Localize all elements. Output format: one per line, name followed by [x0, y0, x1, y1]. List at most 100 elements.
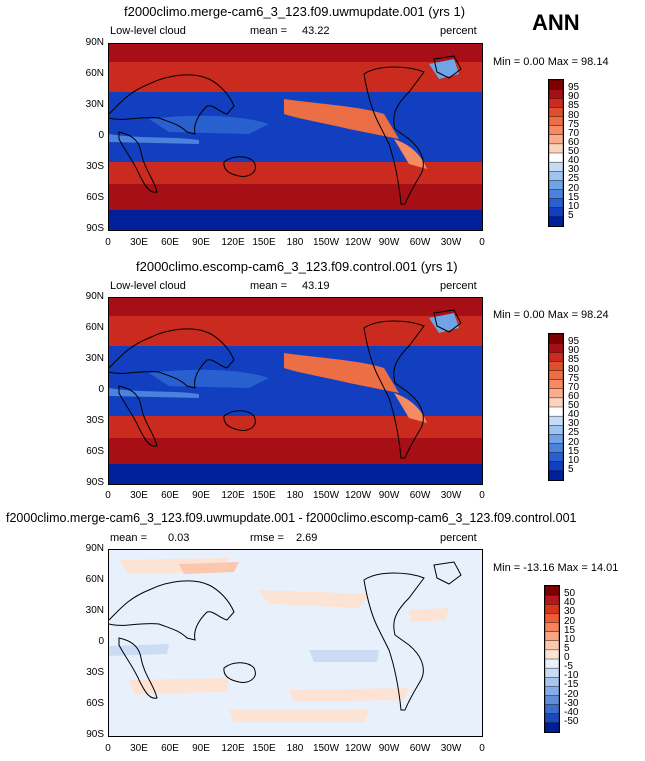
lat-tick: 60S	[86, 698, 104, 709]
colorbar-label: -30	[564, 697, 579, 709]
lon-tick: 0	[105, 490, 111, 501]
colorbar-swatch	[545, 686, 559, 697]
colorbar-label: -20	[564, 688, 579, 700]
panel3-rmse-label: rmse =	[250, 532, 284, 544]
lon-tick: 120W	[344, 743, 372, 754]
lon-tick: 90E	[192, 237, 210, 248]
panel2-map	[108, 297, 483, 485]
lon-tick: 150W	[312, 237, 340, 248]
lat-tick: 0	[98, 130, 104, 141]
lat-tick: 0	[98, 384, 104, 395]
panel1-variable-label: Low-level cloud	[110, 25, 186, 37]
lon-tick: 60E	[161, 743, 179, 754]
colorbar-swatch	[549, 107, 563, 118]
lat-tick: 90N	[85, 37, 104, 48]
panel3-colorbar	[544, 585, 560, 733]
lat-tick: 30S	[86, 415, 104, 426]
colorbar-swatch	[549, 180, 563, 191]
panel2-minmax: Min = 0.00 Max = 98.24	[493, 309, 609, 321]
colorbar-swatch	[545, 594, 559, 605]
lon-tick: 30E	[130, 237, 148, 248]
panel1-colorbar	[548, 79, 564, 227]
lon-tick: 0	[479, 237, 485, 248]
colorbar-label: 15	[564, 624, 576, 636]
colorbar-label: 50	[568, 400, 580, 411]
colorbar-swatch	[549, 425, 563, 435]
panel3-map-field	[109, 550, 482, 736]
lon-tick: 120E	[221, 490, 245, 501]
lat-tick: 90N	[85, 543, 104, 554]
lon-tick: 120W	[344, 490, 372, 501]
panel3-mean-label: mean =	[110, 532, 147, 544]
lon-tick: 180	[286, 743, 304, 754]
colorbar-label: 5	[564, 642, 570, 654]
colorbar-swatch	[549, 452, 563, 463]
colorbar-swatch	[549, 443, 563, 454]
colorbar-swatch	[549, 125, 563, 136]
colorbar-label: 90	[568, 345, 580, 357]
colorbar-label: 80	[568, 363, 580, 375]
colorbar-swatch	[549, 379, 563, 390]
colorbar-swatch	[545, 586, 559, 596]
lon-tick: 90E	[192, 490, 210, 501]
colorbar-label: 50	[568, 146, 580, 157]
lon-tick: 150W	[312, 490, 340, 501]
lon-tick: 30W	[440, 237, 462, 248]
colorbar-label: 70	[568, 127, 580, 139]
colorbar-swatch	[549, 161, 563, 172]
lat-tick: 90N	[85, 291, 104, 302]
lon-tick: 120E	[221, 237, 245, 248]
lon-tick: 60E	[161, 490, 179, 501]
colorbar-swatch	[549, 116, 563, 127]
colorbar-swatch	[549, 134, 563, 145]
colorbar-label: 20	[564, 615, 576, 627]
colorbar-swatch	[545, 667, 559, 678]
colorbar-swatch	[549, 434, 563, 445]
colorbar-label: -15	[564, 679, 579, 691]
lon-tick: 150E	[252, 490, 276, 501]
colorbar-label: 60	[568, 136, 580, 148]
colorbar-swatch	[549, 334, 563, 344]
lat-tick: 30S	[86, 161, 104, 172]
colorbar-swatch	[549, 461, 563, 472]
lat-tick: 30N	[85, 99, 104, 110]
lon-tick: 0	[479, 743, 485, 754]
lat-tick: 30N	[85, 353, 104, 364]
colorbar-swatch	[549, 171, 563, 181]
lat-tick: 0	[98, 636, 104, 647]
lon-tick: 30E	[130, 490, 148, 501]
lon-tick: 30W	[440, 743, 462, 754]
colorbar-swatch	[549, 470, 563, 480]
colorbar-label: -5	[564, 661, 573, 673]
colorbar-label: 10	[564, 633, 576, 645]
panel3-rmse-value: 2.69	[296, 532, 318, 544]
panel1-mean-value: 43.22	[302, 25, 330, 37]
lat-tick: 60S	[86, 446, 104, 457]
colorbar-label: 15	[568, 445, 580, 457]
colorbar-label: 20	[568, 182, 580, 194]
colorbar-label: 75	[568, 372, 580, 384]
panel2-colorbar-swatches	[549, 334, 563, 480]
colorbar-label: 10	[568, 454, 580, 466]
lat-tick: 60N	[85, 574, 104, 585]
lon-tick: 120W	[344, 237, 372, 248]
lon-tick: 60E	[161, 237, 179, 248]
lon-tick: 0	[105, 237, 111, 248]
colorbar-swatch	[545, 695, 559, 706]
panel3-mean-value: 0.03	[168, 532, 190, 544]
colorbar-swatch	[549, 152, 563, 163]
annual-label: ANN	[532, 10, 580, 35]
lat-tick: 60N	[85, 68, 104, 79]
colorbar-label: 70	[568, 381, 580, 393]
colorbar-label: 30	[564, 606, 576, 618]
colorbar-swatch	[549, 370, 563, 381]
lon-tick: 30E	[130, 743, 148, 754]
panel1-minmax: Min = 0.00 Max = 98.14	[493, 56, 609, 68]
colorbar-label: 20	[568, 436, 580, 448]
colorbar-label: 85	[568, 100, 580, 112]
colorbar-label: 15	[568, 191, 580, 203]
colorbar-swatch	[545, 713, 559, 724]
colorbar-label: 95	[568, 336, 580, 348]
colorbar-swatch	[545, 604, 559, 614]
colorbar-swatch	[549, 207, 563, 218]
